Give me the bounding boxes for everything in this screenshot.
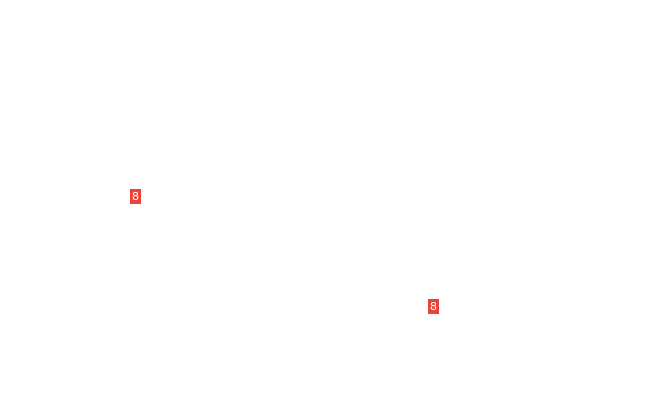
- count-badge: 8: [130, 189, 141, 204]
- count-badge: 8: [428, 299, 439, 314]
